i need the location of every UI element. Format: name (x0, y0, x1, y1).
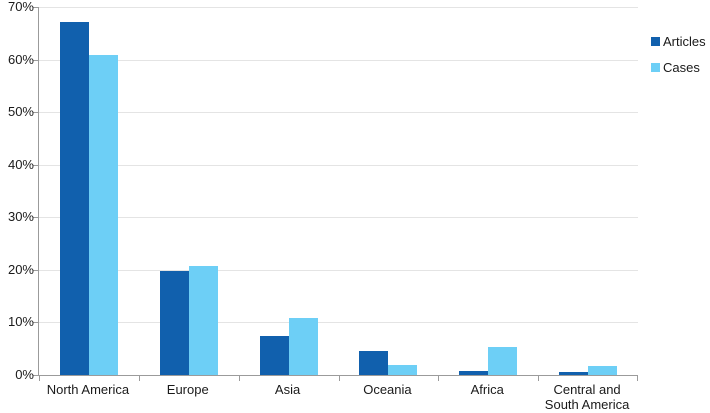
legend-swatch-articles-icon (651, 37, 660, 46)
legend: Articles Cases (651, 34, 706, 86)
y-tick-label: 60% (7, 51, 34, 67)
bar-cases-africa (488, 346, 518, 375)
y-tick-mark (33, 112, 38, 114)
x-tick-mark (238, 376, 240, 381)
y-tick-mark (33, 375, 38, 376)
gridline (39, 164, 638, 166)
category-label-asia: Asia (274, 382, 301, 397)
bar-articles-europe (159, 270, 189, 375)
y-tick-mark (33, 7, 38, 8)
bar-cases-asia (288, 318, 318, 375)
y-tick-label: 70% (7, 0, 34, 14)
x-tick-mark (338, 376, 340, 381)
legend-item-articles: Articles (651, 34, 706, 49)
y-tick-label: 20% (7, 261, 34, 277)
y-tick-label: 0% (15, 367, 34, 382)
bar-articles-oceania (359, 350, 389, 375)
legend-swatch-cases-icon (651, 63, 660, 72)
bar-articles-asia (259, 336, 289, 375)
plot-area (33, 7, 638, 381)
y-tick-label: 40% (7, 156, 34, 172)
gridline (39, 322, 638, 324)
gridline (39, 112, 638, 114)
x-tick-mark (39, 376, 40, 381)
bar-cases-central-and-south-america (588, 365, 618, 375)
y-tick-label: 10% (7, 314, 34, 330)
x-tick-mark (438, 376, 440, 381)
category-label-africa: Africa (470, 382, 504, 397)
legend-label-cases: Cases (663, 60, 700, 75)
bar-cases-north-america (88, 55, 118, 375)
y-tick-label: 50% (7, 104, 34, 120)
gridline (39, 269, 638, 271)
x-tick-mark (138, 376, 140, 381)
category-label-north-america: North America (46, 382, 130, 397)
bar-cases-europe (188, 266, 218, 375)
y-tick-mark (33, 322, 38, 324)
legend-item-cases: Cases (651, 60, 706, 75)
y-tick-mark (33, 269, 38, 271)
gridline (39, 59, 638, 61)
bar-cases-oceania (388, 365, 418, 375)
bar-articles-central-and-south-america (559, 372, 589, 375)
bar-articles-africa (459, 370, 489, 375)
x-tick-mark (637, 376, 638, 381)
bar-articles-north-america (59, 21, 89, 375)
y-tick-mark (33, 217, 38, 219)
x-tick-mark (538, 376, 540, 381)
category-label-europe: Europe (166, 382, 209, 397)
y-tick-label: 30% (7, 209, 34, 225)
category-label-oceania: Oceania (363, 382, 412, 397)
y-tick-mark (33, 59, 38, 61)
category-label-central-and-south-america: Central and South America (544, 382, 630, 412)
y-tick-mark (33, 164, 38, 166)
gridline (39, 217, 638, 219)
gridline (39, 7, 638, 8)
legend-label-articles: Articles (663, 34, 706, 49)
